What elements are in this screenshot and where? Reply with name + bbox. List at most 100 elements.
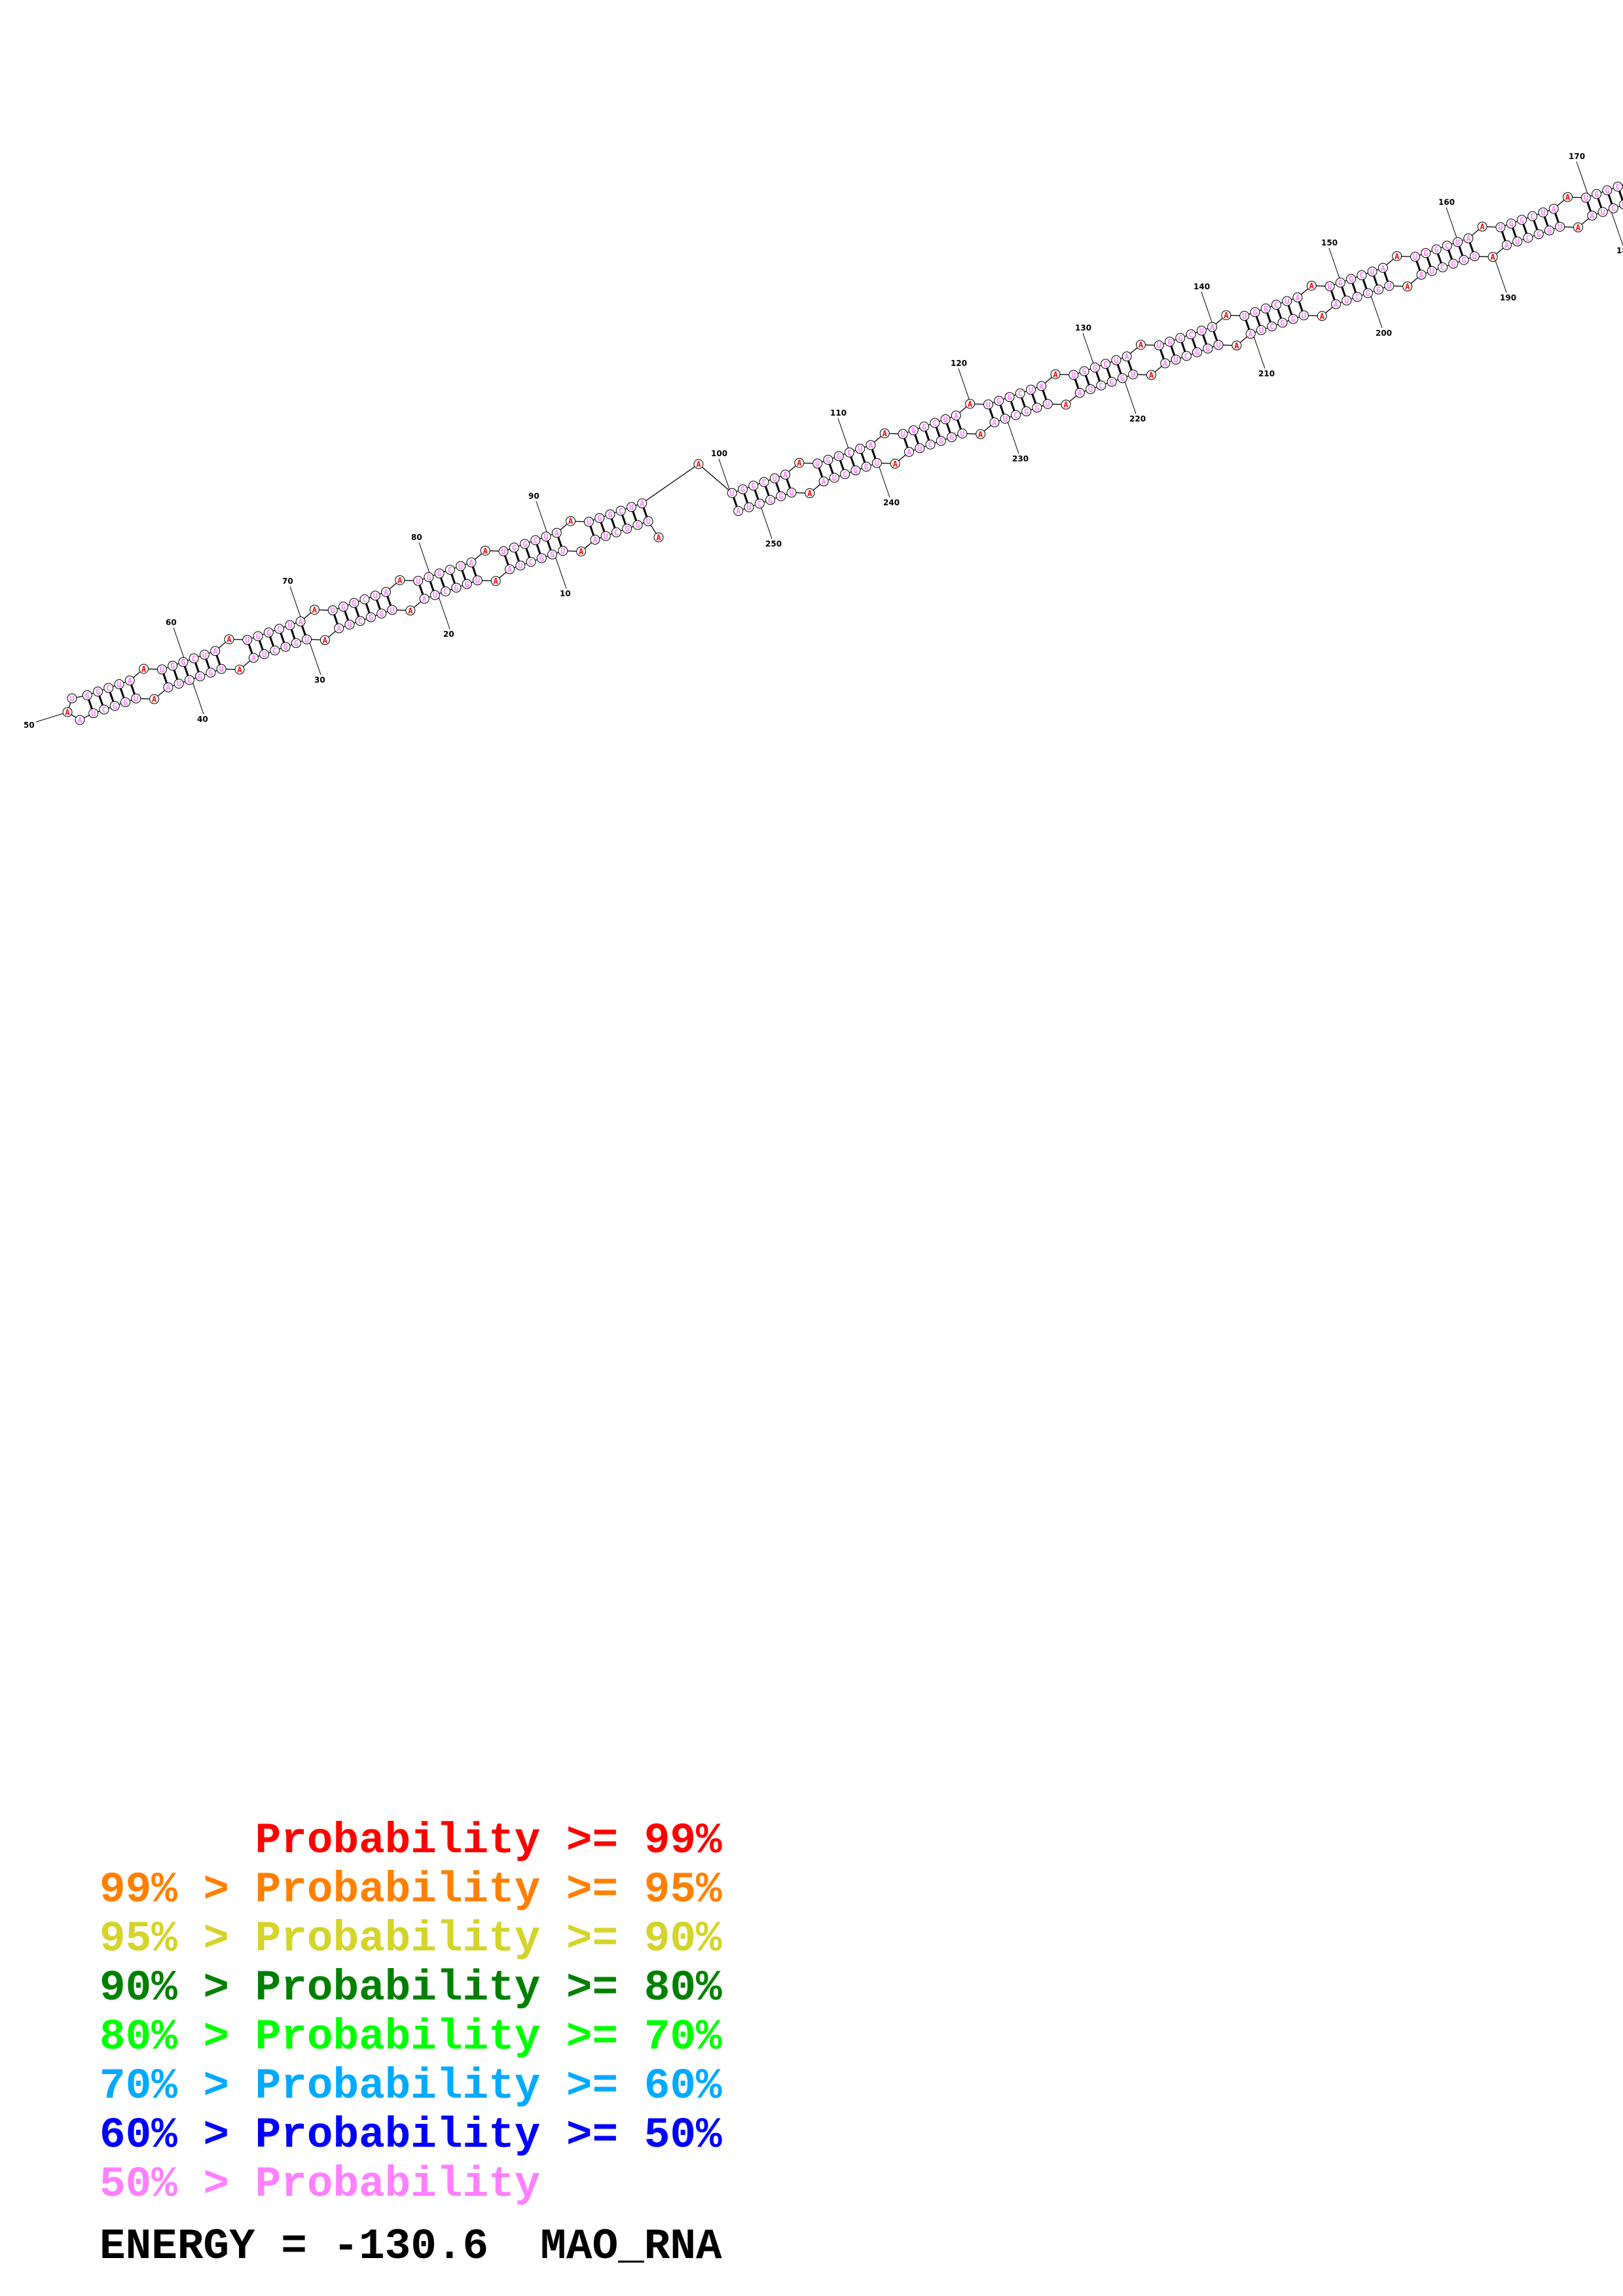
nucleotide: U bbox=[1427, 266, 1437, 276]
svg-text:G: G bbox=[1537, 230, 1541, 239]
svg-text:U: U bbox=[1472, 252, 1477, 261]
nucleotide: A bbox=[224, 634, 234, 645]
nucleotide: G bbox=[509, 543, 519, 553]
svg-text:G: G bbox=[512, 543, 517, 552]
nucleotide: U bbox=[786, 488, 797, 498]
nucleotide: A bbox=[1501, 240, 1512, 251]
svg-text:U: U bbox=[69, 694, 74, 703]
svg-text:A: A bbox=[736, 507, 741, 516]
nucleotide: U bbox=[898, 429, 908, 439]
nucleotide: U bbox=[1580, 192, 1591, 203]
svg-text:A: A bbox=[1480, 223, 1485, 232]
svg-text:U: U bbox=[304, 635, 309, 644]
nucleotide: G bbox=[1374, 284, 1384, 295]
nucleotide: A bbox=[866, 440, 876, 450]
svg-text:G: G bbox=[379, 609, 384, 619]
svg-text:C: C bbox=[619, 507, 623, 516]
position-number: 100 bbox=[711, 449, 727, 458]
svg-text:G: G bbox=[96, 687, 100, 696]
nucleotide: G bbox=[632, 520, 643, 530]
nucleotide: G bbox=[1079, 366, 1089, 376]
nucleotide: A bbox=[139, 664, 149, 674]
nucleotide: A bbox=[1331, 299, 1341, 310]
position-number: 200 bbox=[1376, 329, 1392, 338]
nucleotide: A bbox=[590, 535, 600, 545]
svg-text:C: C bbox=[1611, 204, 1616, 213]
svg-text:G: G bbox=[208, 668, 213, 677]
nucleotide: A bbox=[395, 575, 405, 585]
nucleotide: U bbox=[1000, 414, 1010, 424]
svg-text:U: U bbox=[390, 605, 394, 615]
nucleotide: U bbox=[242, 635, 253, 645]
nucleotide: A bbox=[965, 399, 976, 409]
nucleotide: U bbox=[1384, 281, 1395, 291]
nucleotide: U bbox=[626, 502, 636, 512]
nucleotide: A bbox=[1061, 399, 1071, 410]
nucleotide: U bbox=[769, 473, 780, 484]
nucleotide: G bbox=[1459, 255, 1469, 265]
nucleotide: U bbox=[456, 561, 466, 571]
nucleotide: A bbox=[124, 675, 135, 686]
nucleotide: U bbox=[1367, 266, 1377, 277]
svg-text:U: U bbox=[629, 503, 634, 512]
svg-text:G: G bbox=[1093, 363, 1097, 372]
nucleotide: A bbox=[1402, 281, 1413, 292]
svg-text:U: U bbox=[789, 488, 793, 497]
svg-text:G: G bbox=[522, 540, 527, 549]
nucleotide: U bbox=[1239, 311, 1250, 321]
nucleotide: U bbox=[259, 649, 270, 659]
svg-text:G: G bbox=[352, 599, 356, 608]
nucleotide: G bbox=[1516, 215, 1527, 225]
svg-text:A: A bbox=[593, 535, 598, 545]
nucleotide: C bbox=[759, 476, 769, 487]
nucleotide: A bbox=[1477, 221, 1487, 232]
svg-text:G: G bbox=[1252, 308, 1257, 317]
nucleotide: A bbox=[1292, 292, 1303, 302]
svg-text:U: U bbox=[1370, 267, 1375, 276]
number-tick bbox=[1251, 331, 1266, 369]
nucleotide: G bbox=[1288, 314, 1298, 324]
nucleotide: U bbox=[1111, 355, 1122, 365]
nucleotide: A bbox=[1377, 262, 1388, 273]
svg-text:G: G bbox=[608, 510, 612, 519]
nucleotide: A bbox=[1122, 351, 1132, 362]
position-number: 10 bbox=[560, 589, 571, 598]
nucleotide: C bbox=[1101, 359, 1111, 369]
nucleotide: G bbox=[338, 601, 348, 612]
nucleotide: U bbox=[88, 708, 99, 719]
nucleotide: A bbox=[1416, 270, 1427, 280]
svg-text:U: U bbox=[1600, 207, 1605, 217]
nucleotide: U bbox=[1068, 370, 1079, 380]
nucleotide: A bbox=[1050, 369, 1061, 380]
nucleotide: C bbox=[441, 586, 451, 597]
nucleotide: U bbox=[114, 679, 124, 689]
position-number: 110 bbox=[830, 408, 847, 418]
svg-text:G: G bbox=[1349, 275, 1353, 284]
position-number: 180 bbox=[1616, 246, 1623, 255]
svg-text:U: U bbox=[986, 400, 991, 409]
nucleotide: G bbox=[168, 660, 178, 671]
nucleotide: G bbox=[919, 422, 930, 432]
svg-text:A: A bbox=[883, 429, 888, 439]
svg-text:A: A bbox=[166, 683, 171, 692]
svg-text:G: G bbox=[1338, 278, 1343, 287]
nucleotide: U bbox=[1298, 310, 1309, 321]
nucleotide: C bbox=[274, 624, 285, 634]
svg-text:U: U bbox=[1344, 296, 1349, 306]
nucleotide: A bbox=[1245, 329, 1256, 338]
nucleotide: U bbox=[472, 575, 483, 586]
nucleotide: C bbox=[530, 535, 541, 545]
nucleotide: A bbox=[405, 605, 416, 616]
nucleotide: G bbox=[462, 579, 472, 589]
nucleotide: G bbox=[1362, 288, 1373, 298]
nucleotide: U bbox=[1026, 384, 1036, 395]
svg-text:U: U bbox=[1199, 327, 1204, 336]
svg-text:G: G bbox=[1520, 215, 1524, 224]
nucleotide: C bbox=[925, 439, 936, 450]
svg-text:G: G bbox=[1376, 285, 1381, 295]
svg-text:U: U bbox=[1071, 370, 1076, 380]
svg-text:G: G bbox=[1110, 378, 1114, 387]
nucleotide: U bbox=[1324, 281, 1335, 291]
nucleotide: G bbox=[1335, 278, 1345, 288]
svg-text:A: A bbox=[483, 547, 488, 556]
